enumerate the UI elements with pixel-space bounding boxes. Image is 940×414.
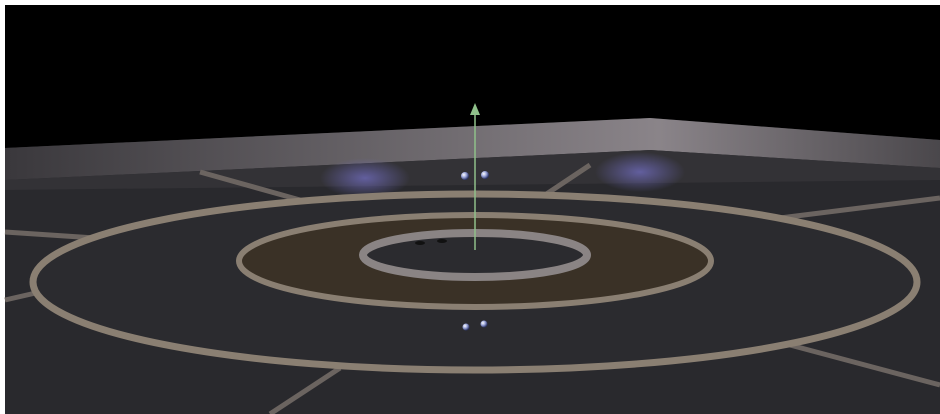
shadow: [437, 239, 447, 243]
sphere: [462, 323, 470, 331]
arrow-head: [470, 103, 480, 115]
divider: [789, 342, 940, 388]
wall: [5, 118, 940, 180]
divider: [4, 229, 96, 241]
light-glow: [595, 152, 685, 192]
sphere: [480, 320, 488, 328]
sphere: [481, 171, 489, 179]
divider: [268, 365, 342, 414]
divider: [199, 169, 301, 203]
wall-face: [5, 150, 940, 190]
divider: [543, 162, 592, 198]
shadow: [415, 241, 425, 245]
light-glow: [320, 158, 410, 198]
sphere: [461, 172, 469, 180]
divider: [779, 195, 940, 221]
